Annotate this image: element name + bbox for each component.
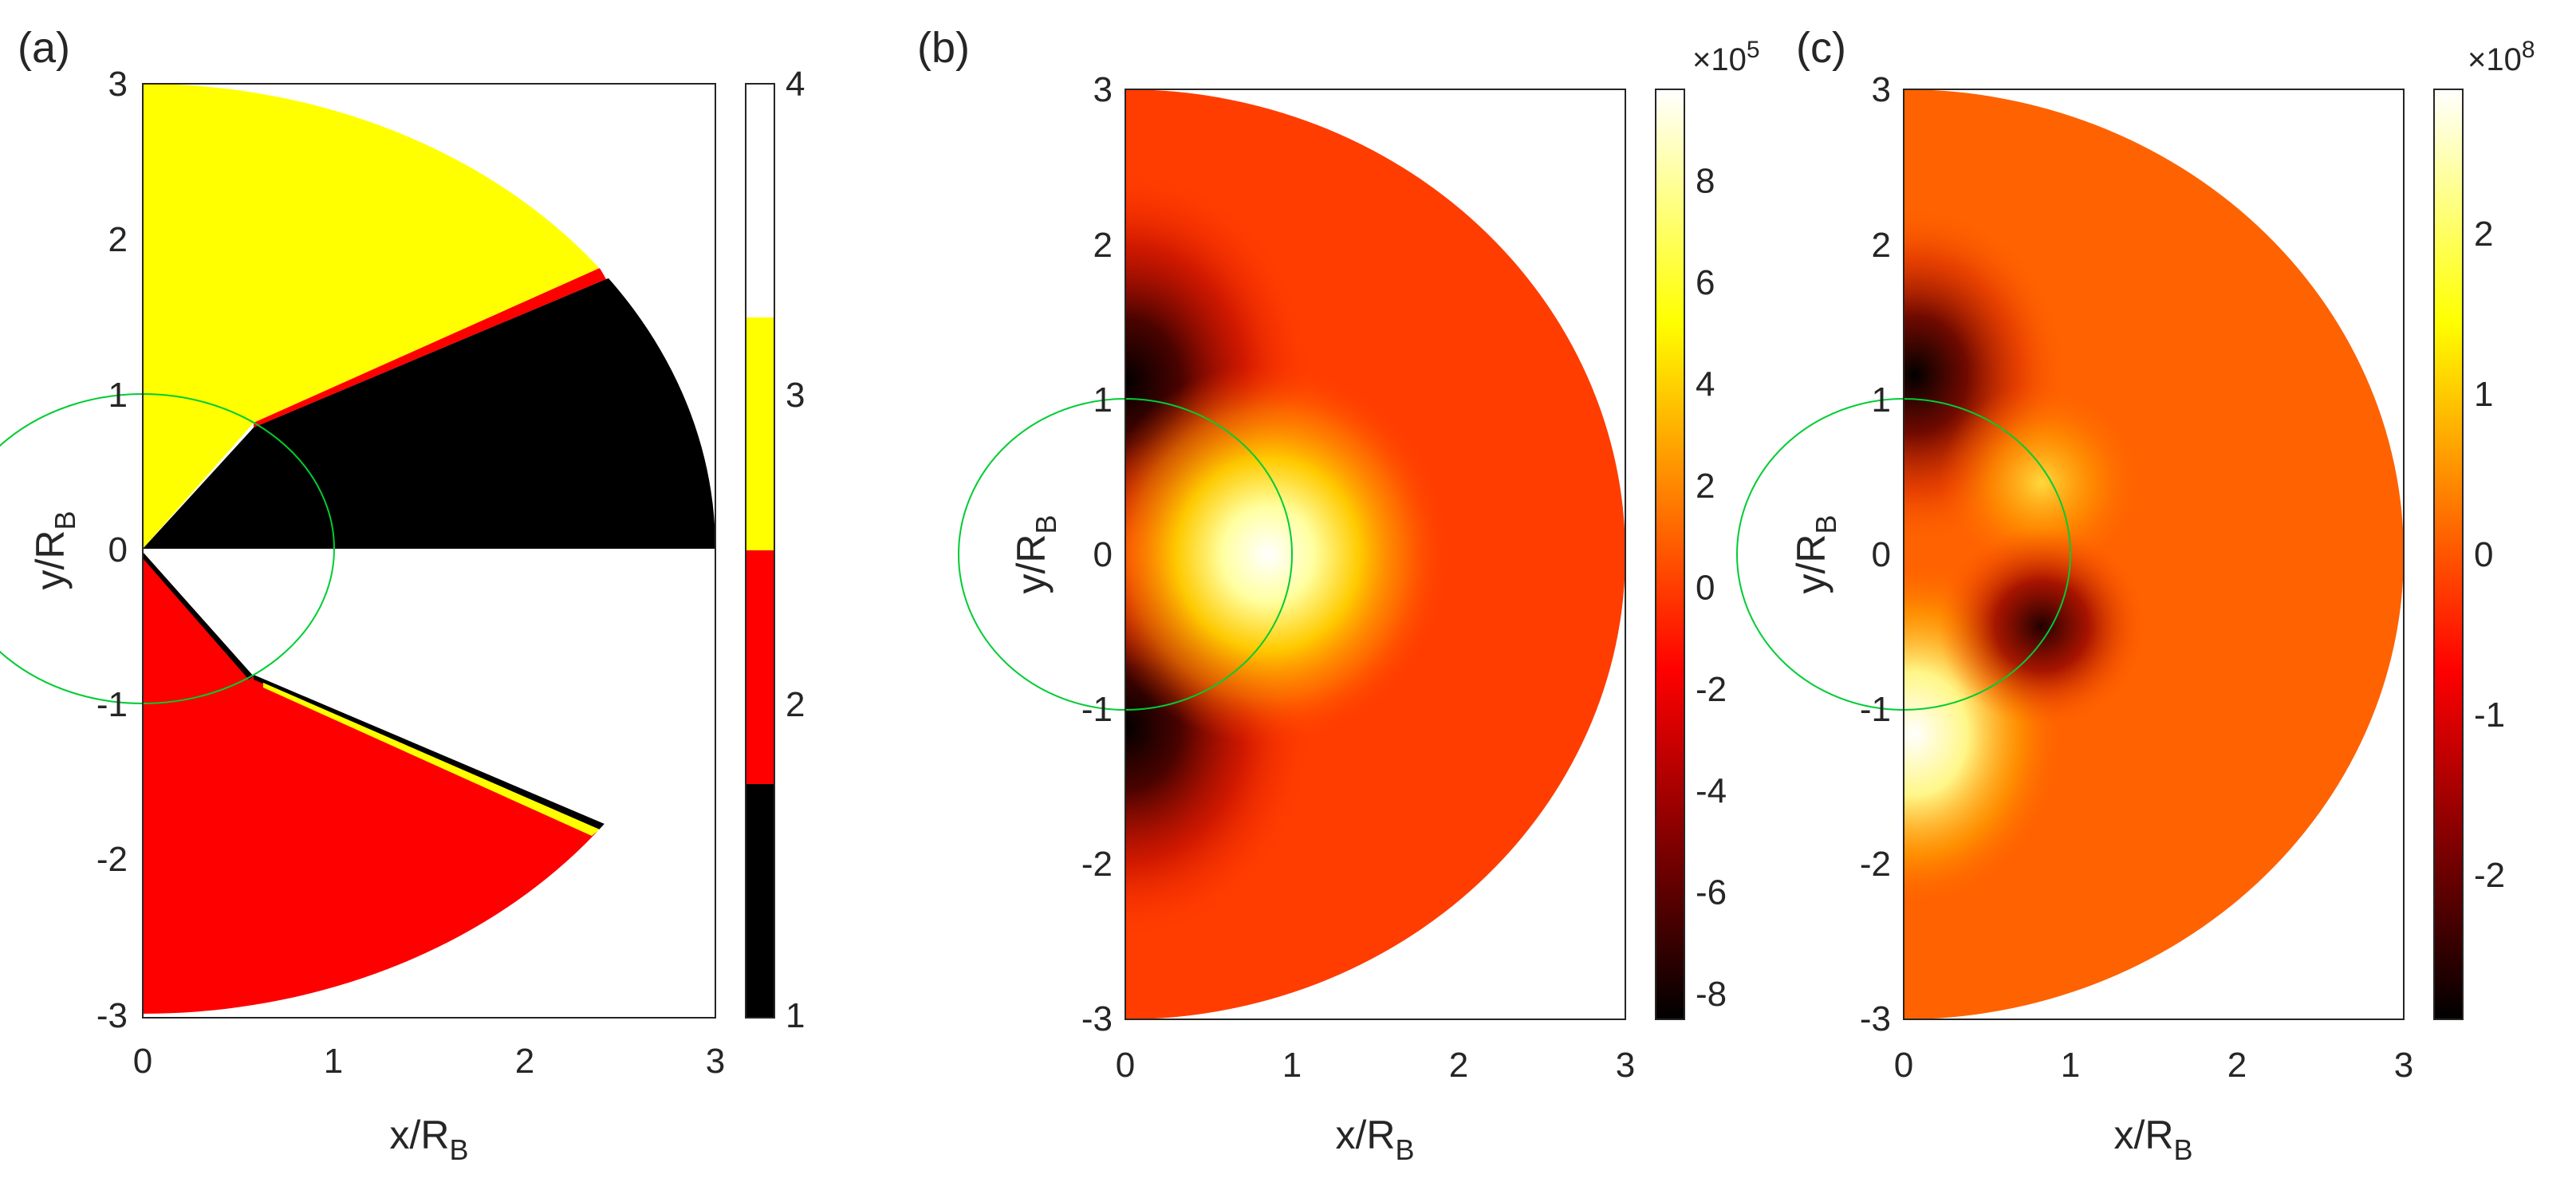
panel-a-axes-box — [142, 83, 716, 1019]
xtick: 3 — [1616, 1046, 1635, 1085]
ytick: -3 — [1860, 999, 1891, 1038]
panel-b-axes-box — [1125, 89, 1626, 1020]
xtick: 3 — [706, 1042, 725, 1081]
panel-b-xticks: 0 1 2 3 — [1116, 1046, 1635, 1085]
panel-c-xlabel: x/RB — [2113, 1113, 2192, 1166]
colorbar-level-3 — [746, 317, 774, 550]
colorbar-tick: -1 — [2474, 695, 2505, 735]
xtick: 2 — [515, 1042, 534, 1081]
colorbar-level-2 — [746, 550, 774, 784]
colorbar-gradient — [1656, 89, 1684, 1019]
panel-a-plot-area — [143, 84, 715, 1014]
ytick: 3 — [1872, 70, 1891, 109]
xtick: 3 — [2394, 1046, 2413, 1085]
colorbar-tick: 2 — [2474, 215, 2493, 254]
colorbar-exponent: ×105 — [1692, 37, 1760, 77]
panel-c-colorbar: ×108 -2 -1 0 1 2 — [2433, 37, 2535, 1020]
ytick: 1 — [108, 376, 128, 415]
colorbar-tick: 4 — [786, 65, 805, 104]
colorbar-tick: 2 — [1696, 467, 1715, 506]
colorbar-box — [745, 83, 775, 1019]
colorbar-gradient — [2434, 89, 2463, 1019]
colorbar-level-4 — [746, 84, 774, 317]
ytick: 0 — [1872, 535, 1891, 574]
colorbar-level-1 — [746, 784, 774, 1018]
colorbar-tick: 0 — [1696, 568, 1715, 607]
panel-b-colorbar: ×105 -8 -6 -4 -2 0 2 4 6 8 — [1655, 37, 1760, 1020]
panel-a-yticks: 3 2 1 0 -1 -2 -3 — [97, 65, 128, 1035]
ytick: 3 — [1093, 70, 1113, 109]
xtick: 2 — [1449, 1046, 1468, 1085]
colorbar-exponent: ×108 — [2468, 37, 2535, 77]
colorbar-tick: 1 — [2474, 375, 2493, 414]
colorbar-tick: -2 — [1696, 670, 1727, 709]
panel-a-colorbar: 4 3 2 1 — [745, 65, 805, 1035]
xtick: 0 — [133, 1042, 152, 1081]
field-mid-dark — [1938, 526, 2145, 726]
panel-a-label: (a) — [18, 24, 70, 72]
colorbar-box — [1655, 89, 1685, 1020]
panel-b-label: (b) — [917, 24, 970, 72]
xtick: 1 — [1282, 1046, 1302, 1085]
xtick: 2 — [2227, 1046, 2247, 1085]
panel-a-xticks: 0 1 2 3 — [133, 1042, 725, 1081]
panel-c-label: (c) — [1796, 24, 1846, 72]
colorbar-tick: -4 — [1696, 771, 1727, 810]
colorbar-tick: 6 — [1696, 263, 1715, 302]
panel-c-xticks: 0 1 2 3 — [1894, 1046, 2413, 1085]
colorbar-tick: 8 — [1696, 162, 1715, 201]
ytick: -2 — [1081, 845, 1113, 884]
colorbar-box — [2433, 89, 2464, 1020]
colorbar-tick: 4 — [1696, 365, 1715, 404]
panel-c-ylabel: y/RB — [1789, 514, 1842, 593]
ytick: 3 — [108, 65, 128, 104]
panel-b-ylabel: y/RB — [1009, 514, 1062, 593]
ytick: 2 — [1093, 226, 1113, 265]
ytick: -1 — [1081, 690, 1113, 729]
panel-c-axes-box — [1903, 89, 2405, 1020]
ytick: -2 — [1860, 845, 1891, 884]
colorbar-tick: -8 — [1696, 975, 1727, 1014]
ytick: -1 — [1860, 690, 1891, 729]
ytick: 2 — [1872, 226, 1891, 265]
panel-c: (c) 3 2 1 0 -1 -2 -3 0 1 2 3 x/RB y/RB — [1736, 24, 2535, 1166]
colorbar-ticks-c: -2 -1 0 1 2 — [2474, 215, 2505, 895]
panel-a-ylabel: y/RB — [28, 510, 81, 589]
panel-a-xlabel: x/RB — [389, 1113, 468, 1166]
panel-b-xlabel: x/RB — [1335, 1113, 1414, 1166]
region-red-band — [254, 268, 606, 428]
xtick: 1 — [324, 1042, 343, 1081]
xtick: 0 — [1894, 1046, 1913, 1085]
colorbar-tick: 0 — [2474, 535, 2493, 574]
ytick: 0 — [108, 530, 128, 569]
colorbar-tick: 1 — [786, 996, 805, 1035]
region-black-edge — [254, 675, 610, 833]
panel-b-yticks: 3 2 1 0 -1 -2 -3 — [1081, 70, 1113, 1038]
ytick: 0 — [1093, 535, 1113, 574]
field-bright-center — [1125, 363, 1451, 746]
colorbar-tick: -6 — [1696, 873, 1727, 912]
ytick: -2 — [97, 840, 128, 879]
colorbar-tick: -2 — [2474, 856, 2505, 895]
ytick: -3 — [1081, 999, 1113, 1038]
xtick: 0 — [1116, 1046, 1135, 1085]
colorbar-tick: 3 — [786, 376, 805, 415]
ytick: 1 — [1872, 380, 1891, 420]
ytick: 2 — [108, 220, 128, 259]
region-black — [143, 239, 715, 549]
panel-c-yticks: 3 2 1 0 -1 -2 -3 — [1860, 70, 1891, 1038]
ytick: -3 — [97, 996, 128, 1035]
ytick: 1 — [1093, 380, 1113, 420]
panel-b: (b) 3 2 1 0 -1 -2 -3 0 1 2 3 x/RB y/RB — [917, 24, 1760, 1166]
colorbar-tick: 2 — [786, 685, 805, 724]
colorbar-ticks-b: -8 -6 -4 -2 0 2 4 6 8 — [1696, 162, 1727, 1014]
field-mid-bright — [1938, 383, 2145, 582]
region-yellow-edge — [263, 683, 600, 836]
panel-a: (a) 3 2 1 0 -1 -2 — [0, 24, 805, 1166]
region-black-edge-2 — [143, 552, 254, 680]
ytick: -1 — [97, 685, 128, 724]
xtick: 1 — [2061, 1046, 2080, 1085]
